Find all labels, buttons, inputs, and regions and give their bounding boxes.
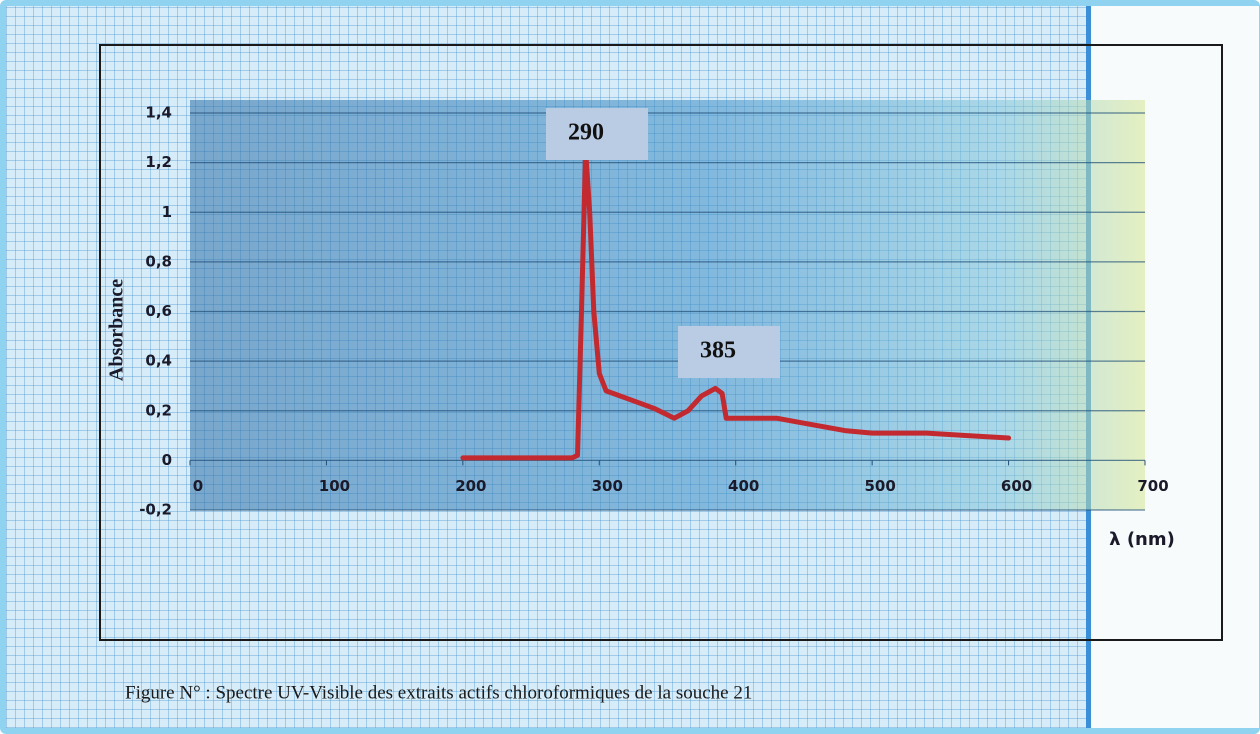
annotation-label: 385 (700, 338, 736, 364)
y-tick-label: 0 (162, 451, 172, 469)
y-tick-label: 0,4 (145, 352, 172, 370)
annotation-label: 290 (568, 120, 604, 146)
y-axis-label: Absorbance (106, 279, 128, 381)
annotation-box (678, 326, 780, 378)
x-tick-label: 200 (455, 477, 486, 495)
spectrum-line (460, 147, 1012, 461)
annotation-box (546, 108, 648, 160)
y-tick-label: -0,2 (139, 501, 172, 519)
plot-area (190, 100, 1145, 510)
x-axis-label: λ (nm) (1109, 529, 1175, 550)
y-tick-label: 1 (162, 203, 172, 221)
chart-frame (99, 44, 1223, 641)
y-tick-label: 1,4 (145, 104, 172, 122)
y-tick-label: 0,6 (145, 302, 172, 320)
x-tick-label: 400 (728, 477, 759, 495)
y-tick-label: 0,2 (145, 401, 172, 419)
x-tick-label: 500 (864, 477, 895, 495)
x-tick-label: 0 (193, 477, 203, 495)
x-tick-label: 600 (1001, 477, 1032, 495)
x-tick-label: 300 (592, 477, 623, 495)
y-tick-label: 1,2 (145, 153, 172, 171)
caption: Figure N° : Spectre UV-Visible des extra… (125, 682, 752, 703)
x-tick-label: 700 (1137, 477, 1168, 495)
y-tick-label: 0,8 (145, 252, 172, 270)
x-tick-label: 100 (319, 477, 350, 495)
